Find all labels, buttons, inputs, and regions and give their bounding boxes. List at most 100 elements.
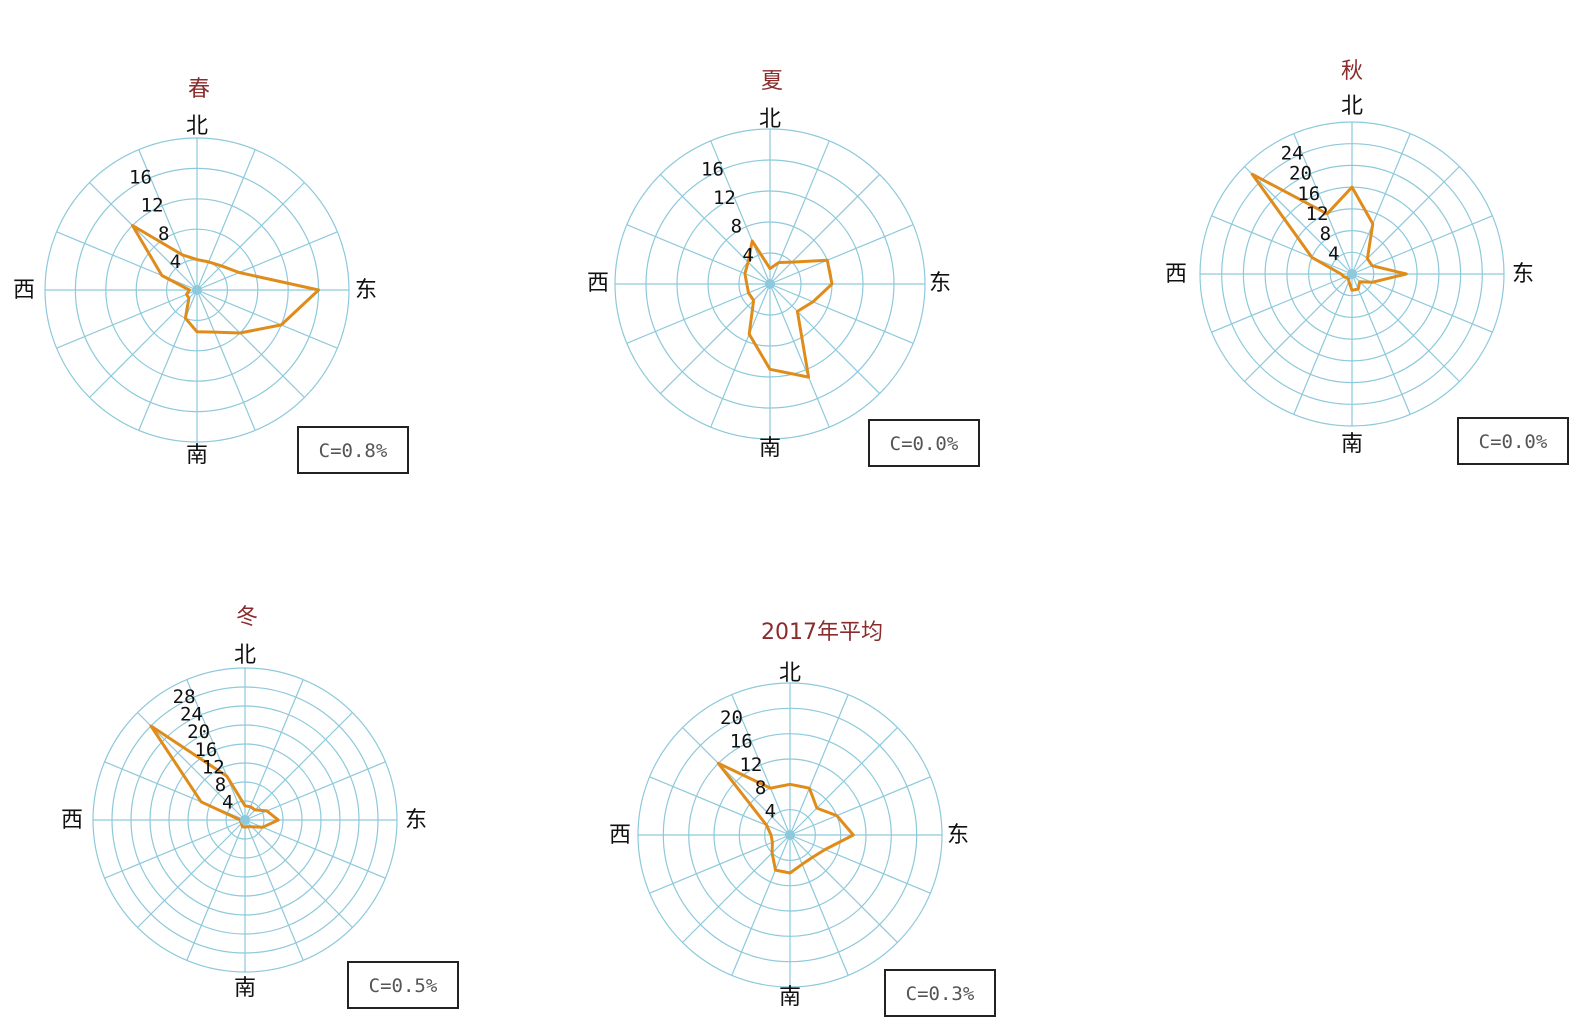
direction-label-south: 南 [1341, 432, 1363, 457]
grid-spoke [710, 283, 771, 428]
grid-spoke [769, 283, 914, 344]
calm-value: C=0.0% [1479, 431, 1548, 453]
radial-tick-label: 8 [755, 777, 766, 799]
wind-rose-spring: 48 12 16 春 北 南 西 东 C=0.8% [13, 77, 409, 474]
radial-tick-label: 8 [1320, 223, 1331, 245]
direction-label-west: 西 [13, 278, 35, 303]
direction-label-south: 南 [186, 443, 208, 468]
chart-title: 春 [188, 77, 210, 102]
radial-tick-label: 8 [731, 216, 742, 238]
grid-spoke [769, 173, 881, 285]
grid-spoke [1351, 273, 1493, 333]
grid-spoke [244, 819, 353, 928]
direction-label-north: 北 [234, 643, 256, 668]
grid-spoke [731, 694, 791, 836]
direction-label-west: 西 [1165, 262, 1187, 287]
radial-tick-label: 12 [1306, 203, 1329, 225]
grid-spoke [710, 140, 771, 285]
radial-tick-label: 4 [170, 251, 181, 273]
radial-tick-label: 20 [720, 707, 743, 729]
grid-spoke [196, 289, 338, 349]
polar-grid [637, 682, 943, 988]
grid-spoke [1351, 273, 1411, 415]
radial-tick-label: 20 [187, 721, 210, 743]
grid-spoke [1244, 273, 1353, 382]
calm-box [347, 961, 459, 1009]
grid-spoke [1293, 133, 1353, 275]
grid-spoke [244, 679, 304, 821]
direction-label-west: 西 [61, 808, 83, 833]
calm-value: C=0.5% [369, 975, 438, 997]
center-marker [1347, 269, 1357, 279]
calm-box [297, 426, 409, 474]
grid-spoke [1351, 215, 1493, 275]
grid-spoke [789, 834, 849, 976]
calm-value: C=0.8% [319, 440, 388, 462]
radial-tick-label: 4 [742, 244, 753, 266]
grid-spoke [1293, 273, 1353, 415]
chart-title: 冬 [236, 605, 258, 630]
radial-tick-label: 16 [701, 158, 724, 180]
direction-label-west: 西 [609, 823, 631, 848]
radial-tick-label: 16 [129, 167, 152, 189]
radial-tick-label: 24 [180, 704, 203, 726]
grid-spoke [196, 182, 305, 291]
radial-tick-label: 16 [1297, 183, 1320, 205]
grid-spoke [104, 819, 246, 879]
grid-spoke [1351, 133, 1411, 275]
radial-tick-label: 8 [158, 223, 169, 245]
grid-spoke [196, 149, 256, 291]
grid-spoke [89, 182, 198, 291]
center-marker [765, 279, 775, 289]
grid-spoke [1211, 215, 1353, 275]
radial-tick-label: 12 [141, 195, 164, 217]
grid-spoke [626, 283, 771, 344]
wind-frequency-polygon [1250, 172, 1408, 292]
wind-frequency-polygon [716, 761, 855, 875]
grid-spoke [244, 712, 353, 821]
grid-spoke [186, 679, 246, 821]
radial-tick-label: 12 [739, 754, 762, 776]
polar-grid [614, 128, 926, 440]
radial-tick-label: 4 [222, 791, 233, 813]
radial-tick-label: 20 [1289, 163, 1312, 185]
grid-spoke [186, 819, 246, 961]
direction-label-north: 北 [759, 107, 781, 132]
direction-label-east: 东 [355, 278, 377, 303]
radial-tick-labels: 48 12 16 [129, 167, 181, 273]
direction-label-north: 北 [779, 661, 801, 686]
calm-box [1457, 417, 1569, 465]
direction-label-south: 南 [779, 985, 801, 1010]
grid-spoke [682, 834, 791, 943]
direction-label-east: 东 [947, 823, 969, 848]
radial-tick-label: 12 [713, 187, 736, 209]
polar-grid [1199, 121, 1505, 427]
calm-box [884, 969, 996, 1017]
grid-spoke [1211, 273, 1353, 333]
center-marker [192, 285, 202, 295]
radial-tick-label: 8 [215, 774, 226, 796]
radial-tick-labels: 48 12 16 [701, 158, 754, 266]
radial-tick-label: 16 [730, 730, 753, 752]
wind-frequency-polygon [131, 224, 321, 335]
grid-spoke [244, 819, 386, 879]
grid-spoke [789, 694, 849, 836]
grid-spoke [789, 776, 931, 836]
grid-spoke [244, 819, 304, 961]
grid-spoke [89, 289, 198, 398]
grid-spoke [649, 834, 791, 894]
radial-tick-label: 24 [1281, 143, 1304, 165]
chart-title: 秋 [1341, 59, 1363, 84]
direction-label-north: 北 [186, 114, 208, 139]
grid-spoke [1244, 166, 1353, 275]
grid-spoke [769, 140, 830, 285]
grid-spoke [138, 149, 198, 291]
chart-title: 夏 [761, 69, 783, 94]
center-marker [785, 830, 795, 840]
center-marker [240, 815, 250, 825]
radial-tick-label: 16 [194, 739, 217, 761]
